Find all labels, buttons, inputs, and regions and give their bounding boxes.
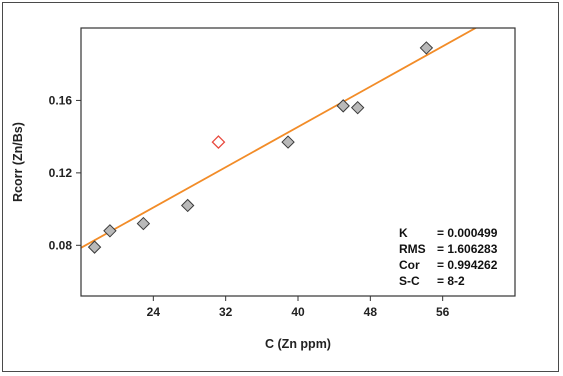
data-point — [136, 216, 151, 231]
y-axis-title: Rcorr (Zn/Bs) — [11, 122, 25, 202]
x-tick-label: 40 — [291, 305, 305, 319]
data-point — [336, 99, 350, 113]
data-point — [281, 135, 295, 149]
stat-value: = 1.606283 — [437, 242, 498, 256]
outlier-point — [211, 135, 226, 150]
x-axis-title: C (Zn ppm) — [265, 337, 331, 351]
stat-key: RMS — [399, 242, 426, 256]
stat-value: = 0.994262 — [437, 258, 498, 272]
data-point — [87, 240, 102, 254]
y-tick-label: 0.16 — [49, 93, 73, 107]
stat-key: K — [399, 226, 408, 240]
fit-statistics-box: K = 0.000499 RMS = 1.606283 Cor = 0.994262 S-C… — [399, 226, 498, 288]
stat-key: S-C — [399, 274, 420, 288]
data-point — [180, 198, 195, 213]
stat-value: = 8-2 — [437, 274, 465, 288]
data-point — [350, 100, 365, 115]
stat-key: Cor — [399, 258, 420, 272]
x-tick-label: 56 — [436, 305, 450, 319]
stat-value: = 0.000499 — [437, 226, 498, 240]
data-point — [419, 41, 434, 55]
x-tick-label: 48 — [364, 305, 378, 319]
chart-frame — [2, 2, 559, 372]
y-tick-label: 0.08 — [49, 238, 73, 252]
y-tick-label: 0.12 — [49, 166, 73, 180]
regression-line — [81, 28, 478, 249]
x-tick-label: 32 — [219, 305, 233, 319]
x-tick-label: 24 — [147, 305, 161, 319]
data-point — [103, 224, 117, 238]
